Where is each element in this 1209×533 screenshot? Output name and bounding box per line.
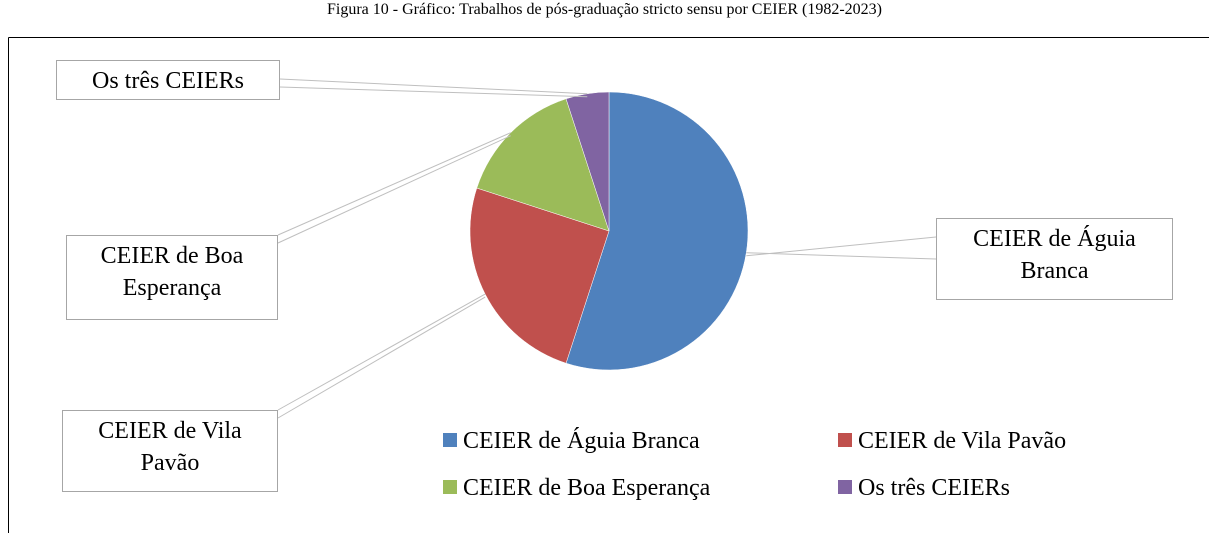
legend-entry: Os três CEIERs (838, 475, 1010, 502)
leader-line (277, 296, 486, 419)
chart-title: Figura 10 - Gráfico: Trabalhos de pós-gr… (327, 1, 882, 18)
leader-line (746, 236, 937, 257)
legend-label: CEIER de Águia Branca (463, 428, 700, 454)
leader-line (277, 132, 511, 236)
legend-swatch (838, 433, 852, 447)
legend-label: CEIER de Vila Pavão (858, 428, 1067, 454)
leader-line (277, 135, 511, 244)
legend-swatch (838, 480, 852, 494)
legend-entry: CEIER de Vila Pavão (838, 428, 1066, 455)
legend-swatch (443, 480, 457, 494)
data-label: CEIER de Boa Esperança (66, 235, 278, 320)
legend-swatch (443, 433, 457, 447)
leader-line (279, 86, 588, 98)
leader-line (746, 252, 937, 260)
data-label: CEIER de Águia Branca (936, 218, 1173, 300)
pie-slice (565, 91, 749, 371)
data-label: CEIER de Vila Pavão (62, 410, 278, 492)
leader-line (277, 293, 486, 411)
leader-line (279, 78, 588, 95)
pie-slice (565, 91, 610, 232)
pie-slice (469, 187, 610, 364)
data-label: Os três CEIERs (56, 60, 280, 100)
legend-entry: CEIER de Águia Branca (443, 428, 700, 455)
legend-entry: CEIER de Boa Esperança (443, 475, 710, 502)
legend-label: CEIER de Boa Esperança (463, 475, 711, 501)
legend-label: Os três CEIERs (858, 475, 1010, 501)
